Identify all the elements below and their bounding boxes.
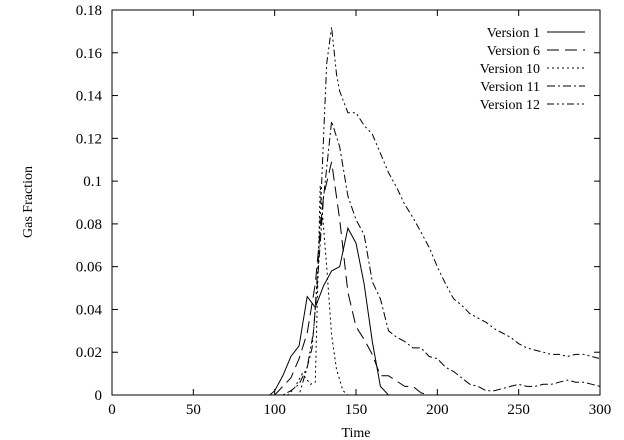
legend-label: Version 10 xyxy=(480,62,540,77)
legend-label: Version 6 xyxy=(487,44,540,59)
series-line-version-1 xyxy=(112,226,600,396)
legend: Version 1 Version 6 Version 10 Version 11 Ve… xyxy=(480,26,585,113)
x-tick-label: 200 xyxy=(426,402,449,418)
y-tick-label: 0.1 xyxy=(83,174,102,190)
legend-label: Version 11 xyxy=(480,80,540,95)
legend-label: Version 1 xyxy=(487,26,540,41)
x-tick-label: 100 xyxy=(263,402,286,418)
x-tick-label: 150 xyxy=(345,402,368,418)
series-line-version-5 xyxy=(112,27,601,396)
y-tick-label: 0 xyxy=(95,388,103,404)
x-tick-label: 300 xyxy=(589,402,612,418)
x-tick-label: 0 xyxy=(108,402,116,418)
y-tick-label: 0.04 xyxy=(76,302,103,318)
series-line-version-2 xyxy=(112,161,600,396)
series-line-version-4 xyxy=(112,121,601,396)
y-tick-label: 0.16 xyxy=(76,46,103,62)
y-tick-label: 0.18 xyxy=(76,3,102,19)
y-tick-label: 0.14 xyxy=(76,89,103,105)
legend-label: Version 12 xyxy=(480,98,540,113)
y-tick-label: 0.02 xyxy=(76,345,102,361)
axis-ticks: 0 50 100 150 200 250 300 0 0.02 0.04 0.06 0.08 0.1 0.… xyxy=(76,3,612,418)
series-line-version-3 xyxy=(112,185,600,396)
y-tick-label: 0.08 xyxy=(76,217,102,233)
x-tick-label: 50 xyxy=(186,402,201,418)
y-tick-label: 0.06 xyxy=(76,260,103,276)
y-tick-label: 0.12 xyxy=(76,131,102,147)
series-lines xyxy=(112,27,601,396)
x-tick-label: 250 xyxy=(507,402,530,418)
y-axis-label: Gas Fraction xyxy=(21,166,36,238)
x-axis-label: Time xyxy=(341,426,370,440)
